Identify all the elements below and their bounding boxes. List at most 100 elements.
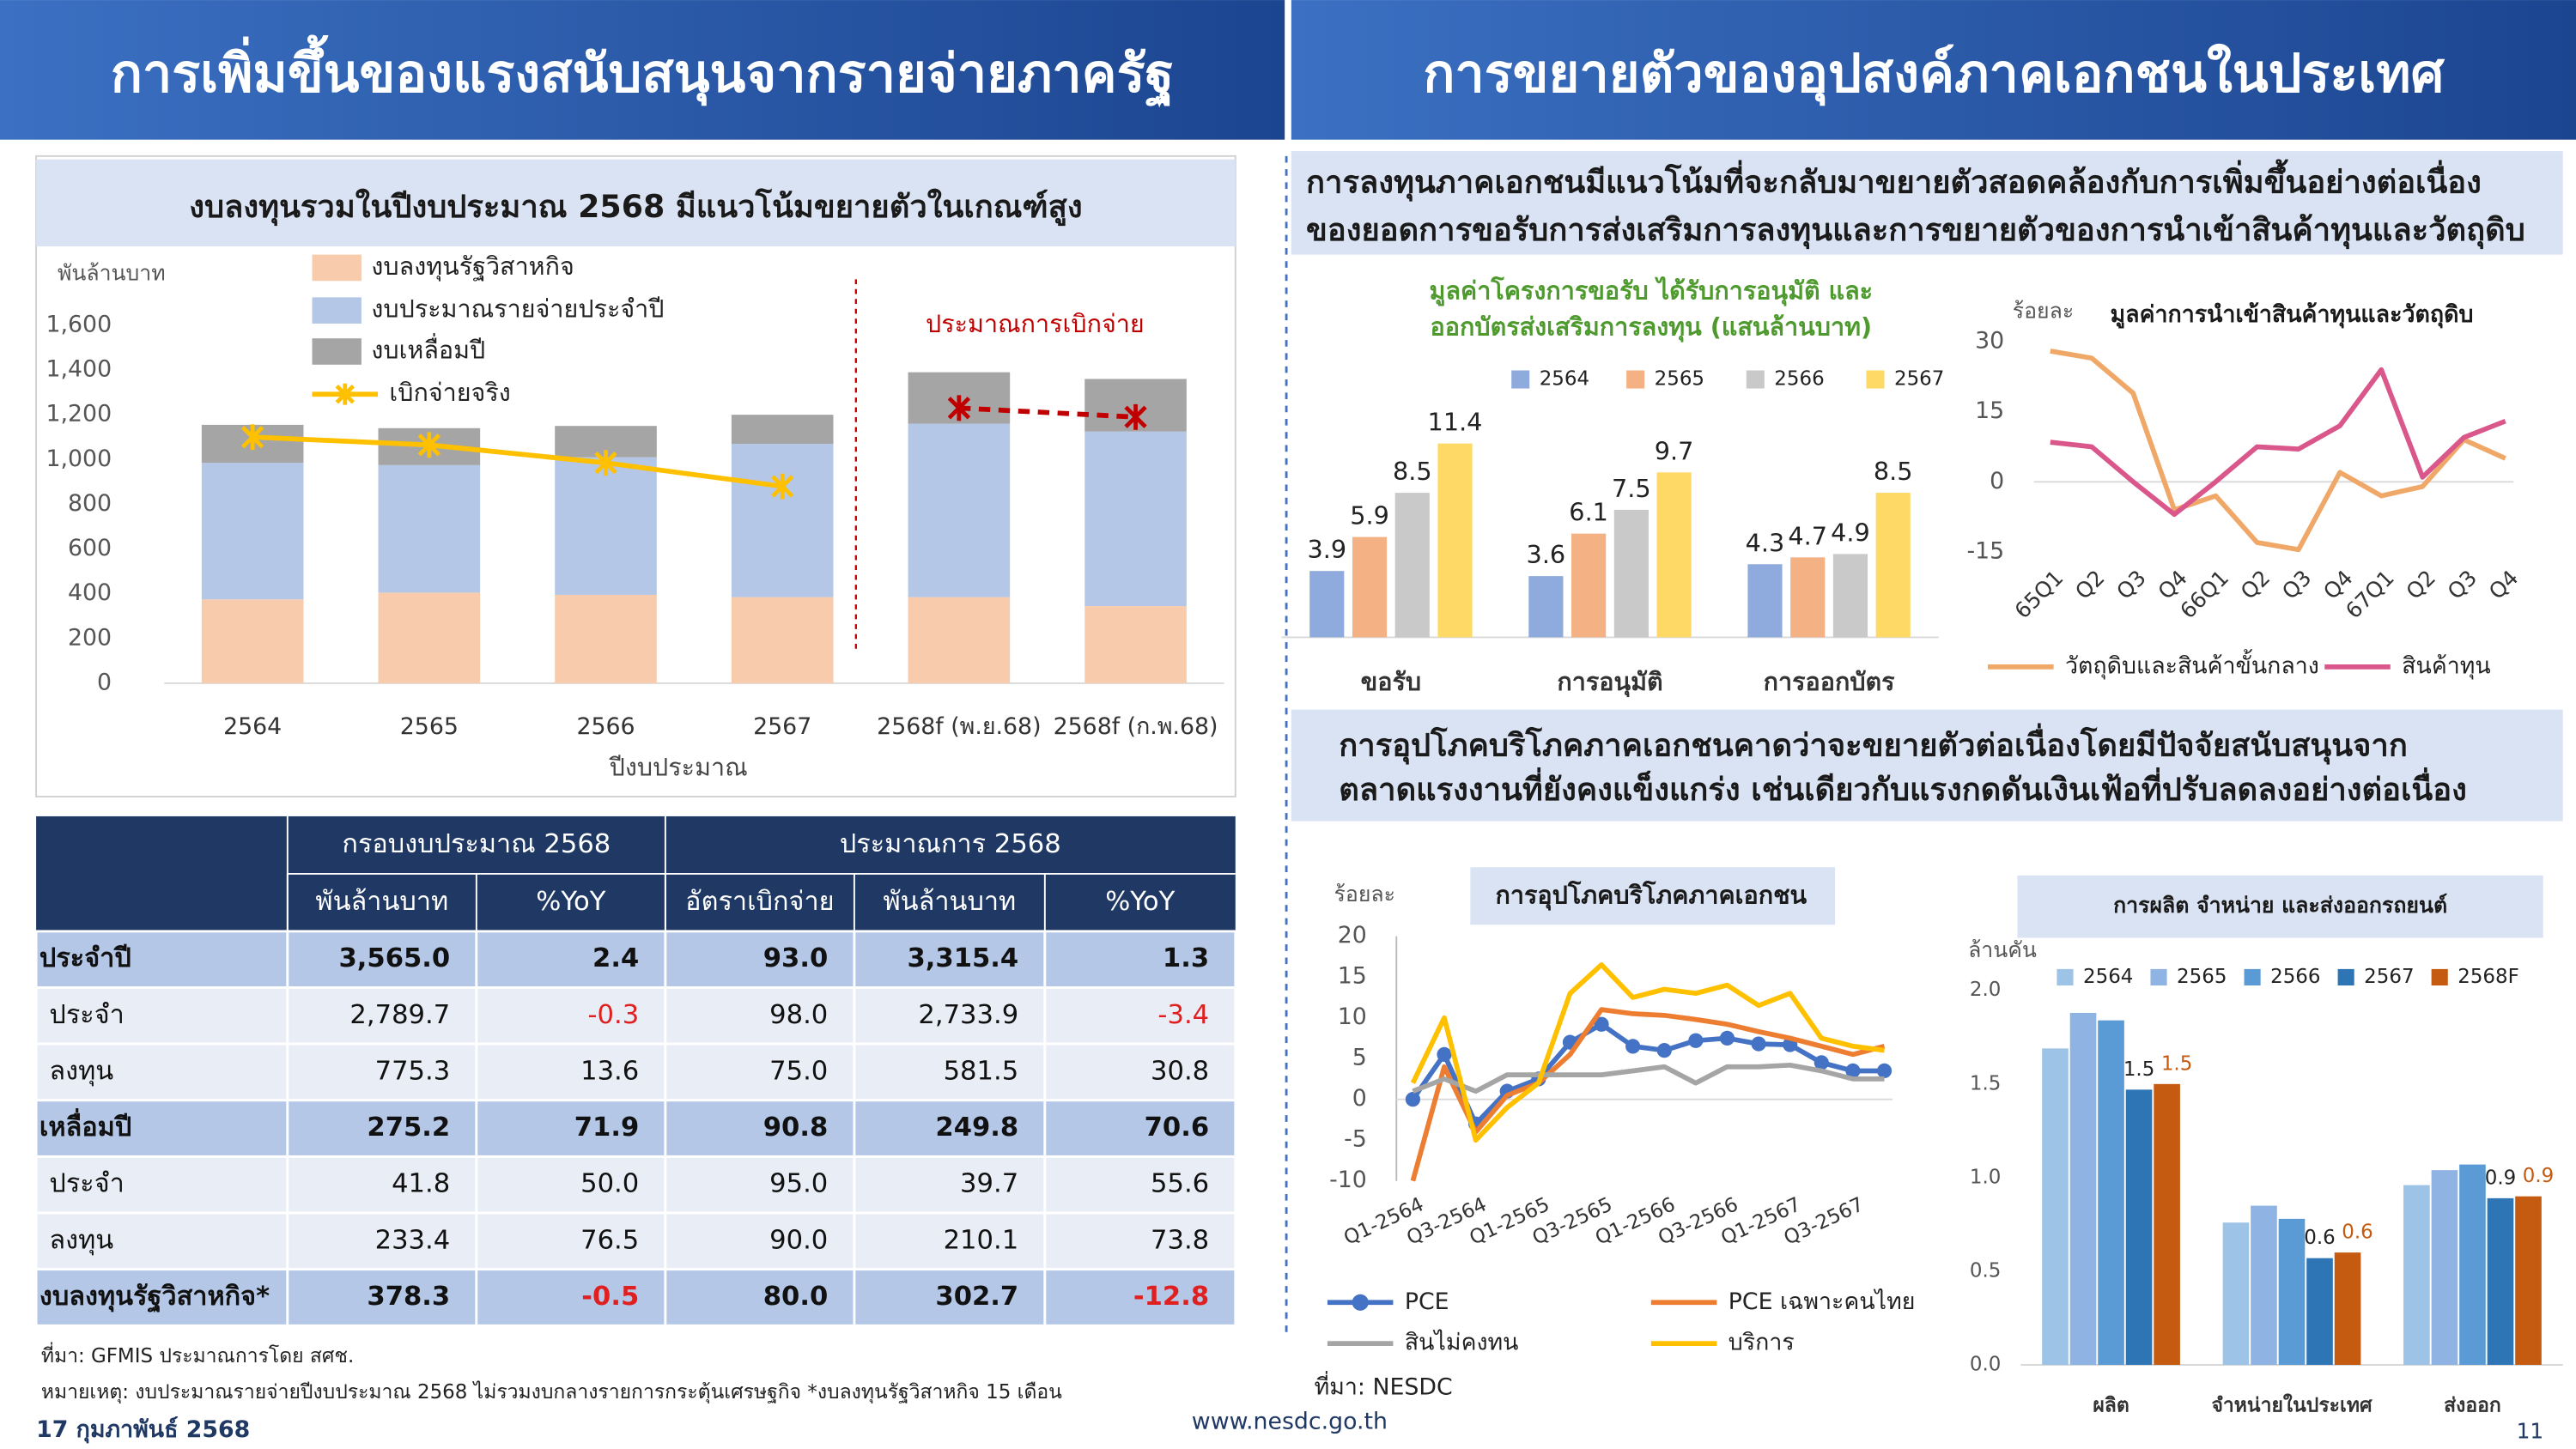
title-box [36, 159, 1236, 247]
bar [731, 444, 834, 597]
marker [771, 473, 794, 500]
bar [1084, 606, 1187, 683]
y-tick-label: -5 [1344, 1126, 1367, 1153]
table-cell-value: 98.0 [769, 1000, 828, 1030]
y-tick-label: 200 [68, 624, 112, 651]
marker [1124, 403, 1147, 430]
table-header-cell: พันล้านบาท [883, 887, 1016, 917]
table-cell [1043, 1268, 1237, 1327]
x-tick-label: ส่งออก [2444, 1394, 2501, 1416]
table-cell [475, 986, 667, 1046]
x-tick-label: Q2 [2402, 565, 2441, 604]
series-line [2050, 367, 2506, 518]
data-label: 3.9 [1307, 535, 1346, 564]
table-cell-value: 210.1 [944, 1225, 1019, 1255]
chart-title: ออกบัตรส่งเสริมการลงทุน (แสนล้านบาท) [1431, 312, 1873, 343]
y-tick-label: 20 [1338, 922, 1367, 949]
legend-label: PCE เฉพาะคนไทย [1728, 1288, 1916, 1315]
bar [555, 457, 657, 596]
bar [201, 463, 304, 600]
y-tick-label: 1,400 [46, 356, 112, 383]
table-row-label: งบลงทุนรัฐวิสาหกิจ* [39, 1282, 270, 1313]
y-tick-label: 0 [1352, 1085, 1367, 1112]
table-cell-value: -0.5 [581, 1282, 639, 1312]
x-tick-label: 2568f (ก.พ.68) [1054, 713, 1218, 740]
y-tick-label: 15 [1975, 397, 2004, 424]
table-cell-value: 71.9 [574, 1113, 640, 1143]
bar [1437, 443, 1473, 638]
table-cell-value: 2.4 [592, 943, 639, 973]
bar [2098, 1020, 2124, 1365]
legend-symbol [312, 338, 361, 365]
marker [417, 432, 441, 458]
y-tick-label: 800 [68, 490, 112, 517]
annotation: ประมาณการเบิกจ่าย [926, 309, 1145, 338]
title-box [1470, 867, 1836, 925]
table-cell [286, 1268, 478, 1327]
table-cell-value: 233.4 [375, 1225, 451, 1255]
bar [201, 599, 304, 683]
bar [2278, 1218, 2306, 1365]
y-tick-label: 10 [1338, 1003, 1367, 1030]
page-number: 11 [2517, 1418, 2544, 1443]
table-cell-value: 93.0 [763, 943, 829, 973]
data-label: 8.5 [1393, 457, 1432, 486]
table-cell [34, 1268, 289, 1327]
series-line [1412, 1062, 1885, 1094]
bar [555, 595, 657, 683]
data-label: 0.6 [2304, 1227, 2335, 1249]
source-note: ที่มา: GFMIS ประมาณการโดย สศช. [41, 1342, 354, 1367]
table-cell [1043, 1099, 1237, 1158]
y-tick-label: 1.5 [1970, 1072, 2001, 1094]
table-row-label: เหลื่อมปี [39, 1108, 131, 1143]
bar [731, 597, 834, 683]
legend-symbol [312, 254, 361, 282]
bar [378, 464, 481, 593]
x-tick-label: Q4 [2484, 565, 2524, 604]
legend-symbol [2150, 968, 2167, 986]
table-cell [1043, 1211, 1237, 1271]
bar [908, 597, 1011, 683]
table-row-label: ลงทุน [49, 1225, 113, 1256]
y-tick-label: 5 [1352, 1045, 1367, 1071]
marker [594, 450, 617, 476]
legend-label: 2565 [1655, 368, 1704, 391]
table-header-cell: พันล้านบาท [315, 887, 448, 917]
bar [2154, 1083, 2180, 1365]
table-cell-value: 39.7 [960, 1169, 1018, 1199]
remark-note: หมายเหตุ: งบประมาณรายจ่ายปีงบประมาณ 2568… [41, 1380, 1062, 1404]
table-cell-value: 775.3 [375, 1056, 451, 1086]
legend-label: เบิกจ่ายจริง [389, 378, 510, 407]
x-tick-label: การอนุมัติ [1557, 667, 1662, 697]
bar [2487, 1197, 2514, 1365]
x-tick-label: 65Q1 [2010, 565, 2069, 623]
legend-label: วัตถุดิบและสินค้าขั้นกลาง [2065, 649, 2319, 679]
text-box-line: การลงทุนภาคเอกชนมีแนวโน้มที่จะกลับมาขยาย… [1306, 159, 2482, 202]
legend-symbol [1626, 370, 1645, 389]
bar [1832, 554, 1868, 638]
table-cell-value: 55.6 [1151, 1169, 1209, 1199]
data-label: 5.9 [1350, 501, 1389, 530]
bar [2515, 1196, 2542, 1365]
data-label: 11.4 [1428, 408, 1483, 437]
x-tick-label: 2565 [400, 713, 459, 740]
x-axis-label: ปีงบประมาณ [609, 752, 748, 781]
table-cell-value: -0.3 [588, 1000, 640, 1030]
bar [2222, 1222, 2250, 1365]
marker [1656, 1043, 1672, 1058]
table-cell [664, 1268, 856, 1327]
data-label: 1.5 [2123, 1058, 2154, 1081]
y-tick-label: 1.0 [1970, 1166, 2001, 1188]
legend-symbol [1866, 370, 1885, 389]
y-tick-label: 400 [68, 579, 112, 606]
table-cell-value: 41.8 [392, 1169, 450, 1199]
data-label: 3.6 [1527, 540, 1566, 569]
table-cell-value: 13.6 [580, 1056, 639, 1086]
table-cell-value: 3,565.0 [338, 943, 450, 973]
legend-symbol [312, 297, 361, 324]
data-label: 8.5 [1874, 457, 1913, 486]
bar [2334, 1252, 2361, 1365]
table-cell [664, 1042, 856, 1102]
y-tick-label: 0 [1990, 468, 2004, 494]
chart-title: มูลค่าโครงการขอรับ ได้รับการอนุมัติ และ [1430, 276, 1874, 306]
